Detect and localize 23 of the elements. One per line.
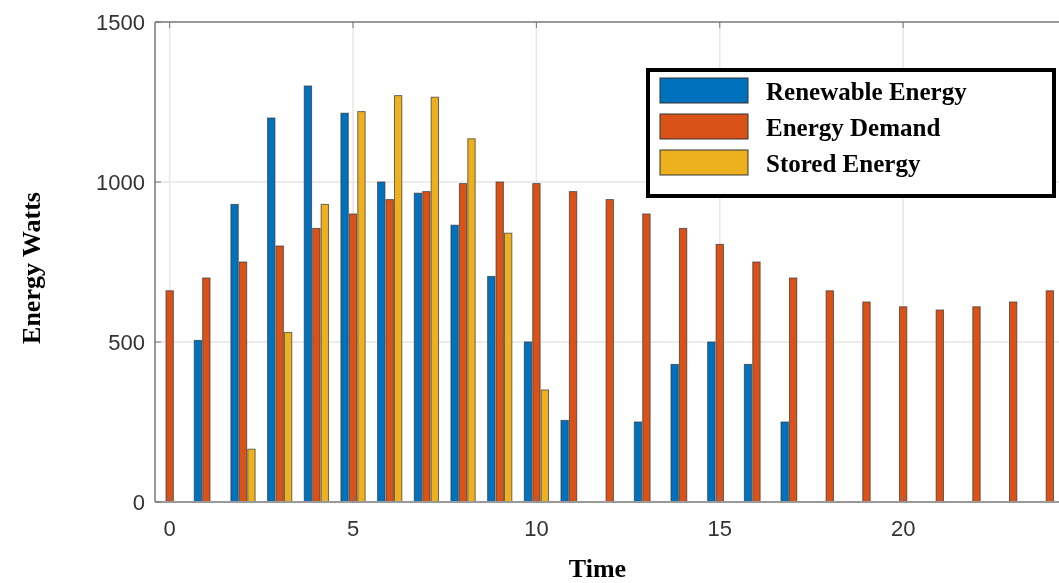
y-tick-label: 0	[132, 490, 145, 515]
legend-label: Energy Demand	[766, 114, 941, 141]
bar	[825, 290, 834, 503]
bar	[862, 301, 871, 503]
y-tick-label: 500	[108, 330, 145, 355]
x-tick-label: 10	[524, 516, 549, 541]
x-tick-label: 0	[163, 516, 176, 541]
bar	[165, 290, 174, 503]
y-axis-title: Energy Watts	[17, 192, 46, 344]
legend-label: Stored Energy	[766, 150, 921, 177]
legend-label: Renewable Energy	[766, 78, 968, 105]
bar	[898, 306, 908, 503]
bar	[1008, 301, 1018, 503]
bar	[972, 306, 981, 503]
bar	[1045, 290, 1054, 503]
x-tick-label: 20	[890, 516, 916, 541]
x-axis-title: Time	[568, 554, 627, 583]
x-tick-label: 15	[707, 516, 733, 541]
bar	[605, 199, 614, 503]
y-tick-label: 1500	[96, 10, 145, 35]
y-tick-label: 1000	[96, 170, 145, 195]
bar	[935, 309, 944, 503]
x-tick-label: 5	[346, 516, 360, 541]
